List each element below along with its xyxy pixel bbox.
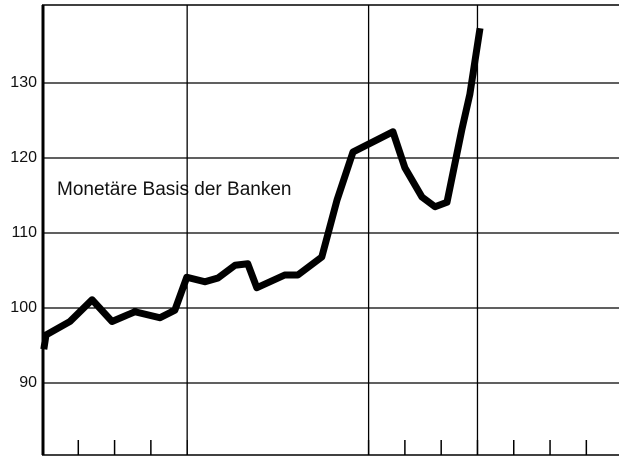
y-tick-label: 120 bbox=[10, 149, 37, 166]
y-tick-label: 110 bbox=[11, 224, 37, 241]
data-line bbox=[40, 27, 484, 350]
annotation: Monetäre Basis der Banken bbox=[57, 179, 291, 200]
y-tick-label: 100 bbox=[10, 299, 37, 316]
y-tick-label: 130 bbox=[10, 74, 37, 91]
y-tick-label: 90 bbox=[19, 374, 37, 391]
